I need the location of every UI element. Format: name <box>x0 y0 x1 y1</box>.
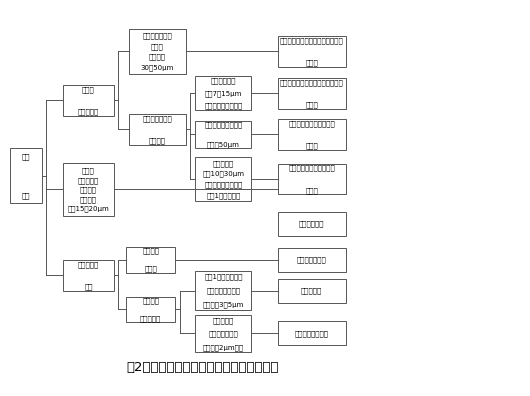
Text: 孔はほぼ円形: 孔はほぼ円形 <box>211 78 236 84</box>
Text: 左右の孔の形が: 左右の孔の形が <box>143 115 172 122</box>
Text: 幼　虫: 幼 虫 <box>305 101 318 108</box>
Bar <box>126 297 175 322</box>
Text: 長楕円形: 長楕円形 <box>80 196 97 203</box>
Text: キアシクロヒメテントウ: キアシクロヒメテントウ <box>288 165 335 171</box>
Text: 孔と孔の間隔が広い: 孔と孔の間隔が広い <box>205 103 243 109</box>
Text: 孔の直径: 孔の直径 <box>149 54 166 61</box>
Bar <box>278 78 346 109</box>
Bar <box>278 248 346 272</box>
Bar <box>63 163 114 216</box>
Bar <box>129 114 186 145</box>
Text: 孔の形は: 孔の形は <box>142 297 159 304</box>
Bar <box>63 260 114 291</box>
Bar <box>11 148 42 203</box>
Bar <box>278 278 346 303</box>
Text: カブリダニ類: カブリダニ類 <box>299 220 324 227</box>
Bar <box>196 76 252 110</box>
Text: ヒメハダニカブリケシハネカクシ: ヒメハダニカブリケシハネカクシ <box>280 37 343 44</box>
Text: 孔の形は: 孔の形は <box>80 187 97 193</box>
Text: ハダニアザミウマ: ハダニアザミウマ <box>295 330 329 337</box>
Text: 大型破壊孔: 大型破壊孔 <box>78 177 99 184</box>
Text: 形状: 形状 <box>22 192 30 199</box>
Text: ヒメハダニカブリケシハネカクシ: ヒメハダニカブリケシハネカクシ <box>280 79 343 86</box>
Text: 長径15〜20μm: 長径15〜20μm <box>67 206 109 212</box>
Bar <box>196 157 252 201</box>
Text: 孔の: 孔の <box>22 153 30 160</box>
Text: 30〜50μm: 30〜50μm <box>141 65 174 71</box>
Text: 孔と孔の間隔が狭い: 孔と孔の間隔が狭い <box>205 181 243 188</box>
Bar <box>196 271 252 310</box>
Text: 大型破壊孔: 大型破壊孔 <box>78 108 99 115</box>
Text: ほぼ同じ: ほぼ同じ <box>149 137 166 144</box>
Text: 孔はだいたい三角形: 孔はだいたい三角形 <box>205 122 243 128</box>
Text: 孔の形は: 孔の形は <box>142 248 159 254</box>
Text: 孔は楕円形: 孔は楕円形 <box>213 160 234 167</box>
Bar <box>278 36 346 67</box>
Text: 孔は1〜数個で主に: 孔は1〜数個で主に <box>204 273 243 280</box>
Bar <box>129 29 186 74</box>
Bar <box>278 119 346 150</box>
Text: 成　虫: 成 虫 <box>305 143 318 149</box>
Text: １〜数個の: １〜数個の <box>78 261 99 268</box>
Text: 多数の孔が: 多数の孔が <box>213 317 234 324</box>
Text: （孔1個分以下）: （孔1個分以下） <box>206 192 241 199</box>
Bar <box>278 211 346 236</box>
Text: 紡錘形: 紡錘形 <box>144 266 157 272</box>
Bar <box>63 85 114 116</box>
Text: 直径7〜15μm: 直径7〜15μm <box>205 90 242 97</box>
Text: 卵の下半分に存在: 卵の下半分に存在 <box>207 287 241 294</box>
Text: １個の: １個の <box>82 168 95 174</box>
Text: 小孔: 小孔 <box>84 283 93 290</box>
Text: ２個の: ２個の <box>82 86 95 93</box>
Text: 左右の孔の形が: 左右の孔の形が <box>143 32 172 39</box>
Bar <box>196 314 252 352</box>
Text: 長径10〜30μm: 長径10〜30μm <box>202 171 244 177</box>
Bar <box>126 247 175 272</box>
Bar <box>196 121 252 148</box>
Text: 幼　虫: 幼 虫 <box>305 187 318 194</box>
Text: 孔の直径3〜5μm: 孔の直径3〜5μm <box>203 302 244 308</box>
Bar <box>278 322 346 345</box>
Text: 一辺約50μm: 一辺約50μm <box>207 141 240 148</box>
Text: ナガヒシダニ類: ナガヒシダニ類 <box>297 256 326 263</box>
Text: 孔の直径2μm前後: 孔の直径2μm前後 <box>203 344 244 351</box>
Text: 円〜楕円形: 円〜楕円形 <box>140 316 161 322</box>
Text: 成　虫: 成 虫 <box>305 59 318 66</box>
Text: 卵の上部にある: 卵の上部にある <box>209 331 239 337</box>
Text: キアシクロヒメテントウ: キアシクロヒメテントウ <box>288 120 335 127</box>
Bar <box>278 164 346 194</box>
Text: 異なる: 異なる <box>151 43 164 50</box>
Text: 図2　捕食痕の形状による天敵類の検索表: 図2 捕食痕の形状による天敵類の検索表 <box>127 361 279 374</box>
Text: ハダニバエ: ハダニバエ <box>301 287 322 294</box>
